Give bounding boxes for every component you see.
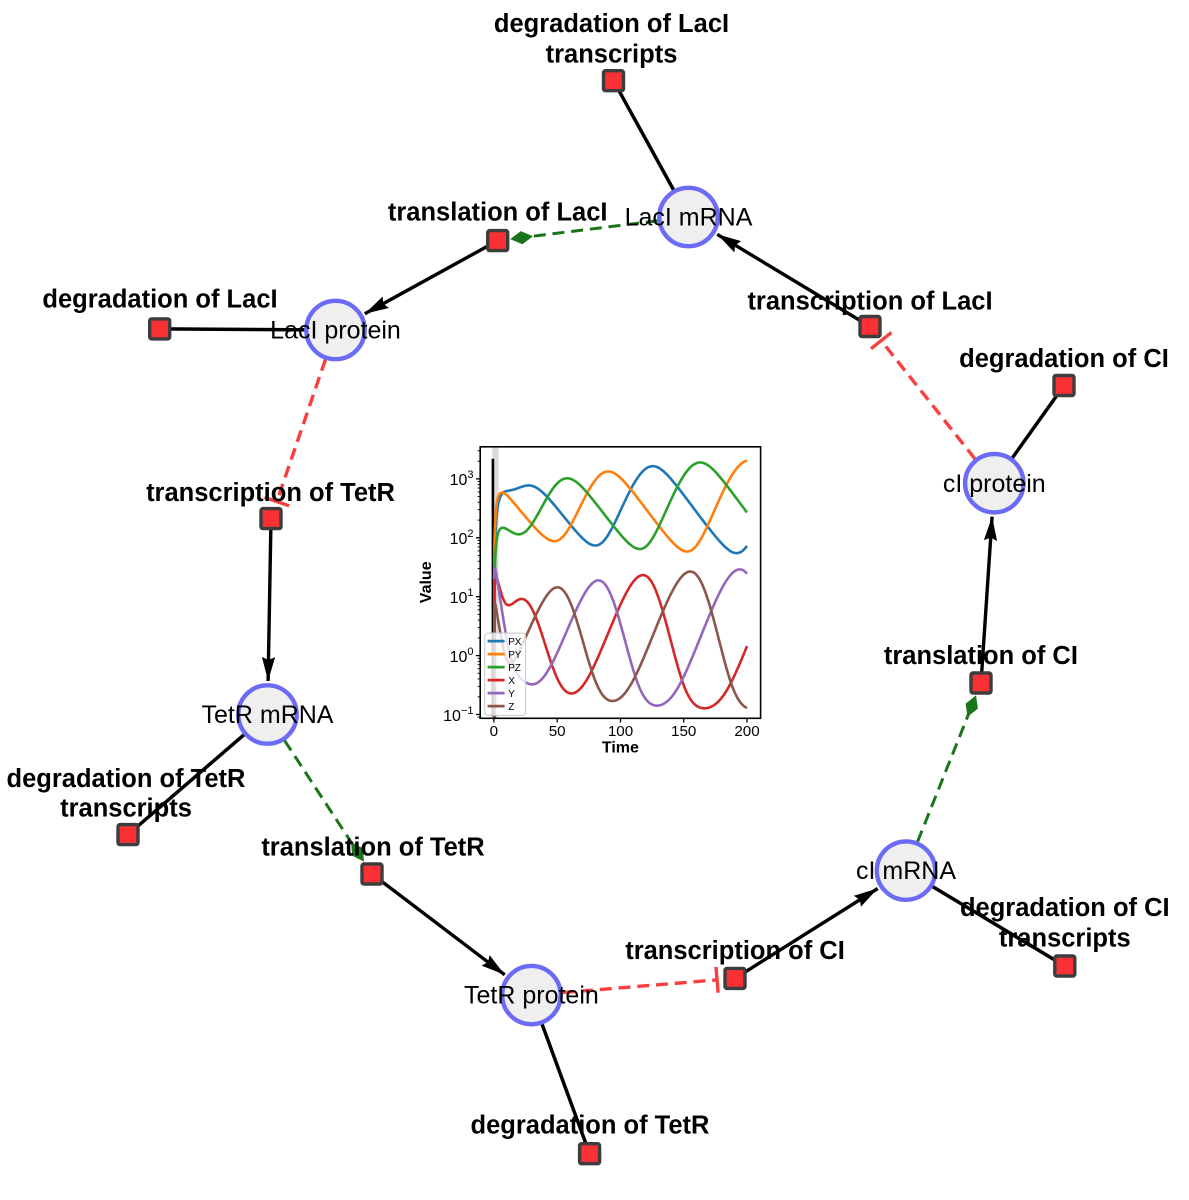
svg-text:transcription of TetR: transcription of TetR [146, 479, 395, 507]
svg-text:Time: Time [602, 740, 639, 757]
svg-text:transcription of CI: transcription of CI [625, 937, 845, 965]
svg-text:translation of TetR: translation of TetR [261, 833, 484, 861]
svg-text:PY: PY [508, 650, 521, 661]
svg-text:degradation of TetR: degradation of TetR [7, 765, 246, 793]
svg-text:LacI protein: LacI protein [270, 317, 401, 345]
svg-text:translation of CI: translation of CI [884, 642, 1078, 670]
svg-text:X: X [508, 676, 515, 687]
svg-text:transcripts: transcripts [546, 40, 678, 68]
svg-text:degradation of LacI: degradation of LacI [42, 286, 277, 314]
svg-text:degradation of LacI: degradation of LacI [494, 10, 729, 38]
svg-text:100: 100 [608, 723, 633, 740]
svg-text:150: 150 [671, 723, 696, 740]
svg-text:translation of LacI: translation of LacI [388, 198, 608, 226]
svg-text:PX: PX [508, 637, 521, 648]
svg-text:transcripts: transcripts [60, 795, 192, 823]
svg-text:degradation of CI: degradation of CI [959, 345, 1169, 373]
svg-text:cI mRNA: cI mRNA [856, 857, 956, 885]
svg-text:Value: Value [418, 561, 435, 603]
svg-text:degradation of CI: degradation of CI [960, 894, 1170, 922]
svg-text:0: 0 [490, 723, 498, 740]
svg-text:PZ: PZ [508, 663, 520, 674]
svg-text:Y: Y [508, 689, 515, 700]
svg-text:transcription of LacI: transcription of LacI [747, 288, 992, 316]
svg-text:TetR mRNA: TetR mRNA [202, 701, 334, 729]
svg-text:cI protein: cI protein [943, 470, 1046, 498]
svg-text:200: 200 [734, 723, 759, 740]
svg-text:transcripts: transcripts [999, 924, 1131, 952]
svg-text:TetR protein: TetR protein [464, 982, 599, 1010]
svg-text:LacI mRNA: LacI mRNA [625, 204, 753, 232]
svg-text:50: 50 [549, 723, 566, 740]
svg-text:degradation of TetR: degradation of TetR [471, 1111, 710, 1139]
svg-text:Z: Z [508, 702, 514, 713]
